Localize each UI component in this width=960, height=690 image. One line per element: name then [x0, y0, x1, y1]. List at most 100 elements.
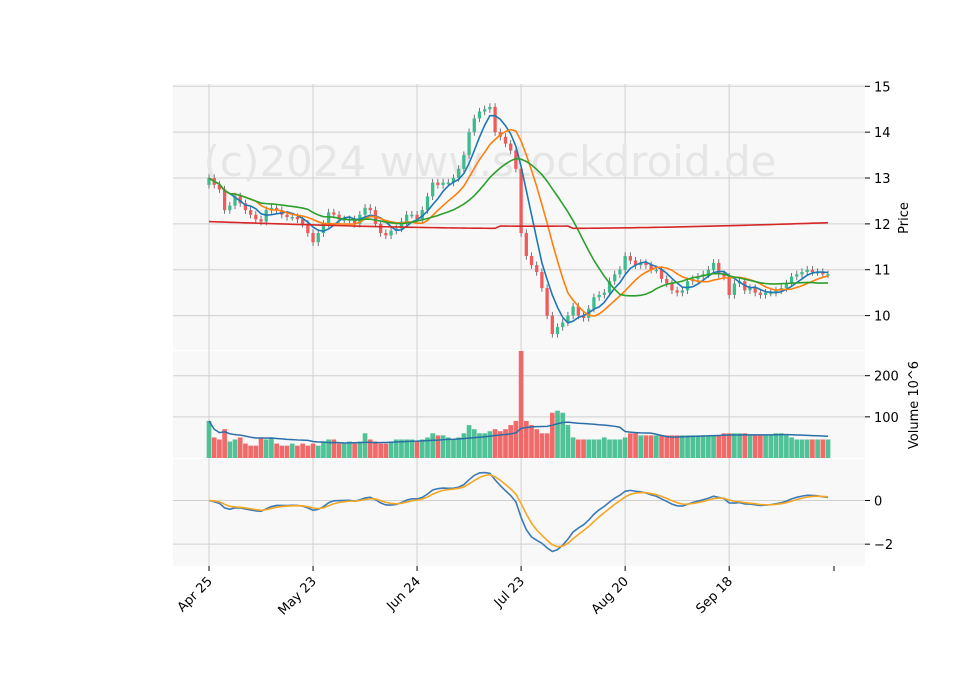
- candle-body: [805, 269, 809, 273]
- volume-bar: [487, 431, 493, 458]
- candle-body: [800, 272, 804, 275]
- price-tick-label: 13: [874, 172, 891, 187]
- candle-body: [477, 111, 482, 119]
- candle-body: [405, 214, 409, 222]
- candle-body: [306, 223, 310, 234]
- candle-body: [566, 315, 570, 323]
- volume-bar: [575, 439, 581, 458]
- volume-bar: [607, 439, 612, 458]
- volume-bar: [284, 445, 290, 458]
- candle-body: [535, 265, 539, 273]
- candle-body: [618, 269, 622, 275]
- volume-bar: [742, 433, 748, 458]
- candlesticks: [207, 103, 830, 338]
- macd-lines: [208, 471, 829, 553]
- volume-bar: [763, 435, 768, 458]
- candle-body: [680, 290, 684, 293]
- volume-bar: [758, 435, 763, 458]
- candle-body: [821, 272, 825, 275]
- volume-bar: [451, 439, 456, 458]
- candle-body: [524, 233, 528, 256]
- candle-body: [316, 233, 320, 243]
- volume-bar: [445, 437, 451, 458]
- price-tick-label: 11: [874, 264, 891, 279]
- candle-body: [758, 292, 763, 295]
- volume-bar: [778, 433, 784, 458]
- candle-body: [332, 212, 336, 215]
- volume-bar: [674, 435, 680, 458]
- volume-bar: [336, 443, 342, 458]
- volume-bar: [596, 439, 602, 458]
- candle-body: [711, 262, 716, 270]
- candle-body: [628, 255, 632, 261]
- volume-bar: [409, 439, 415, 458]
- price-tick-label: 12: [874, 218, 891, 233]
- candle-body: [722, 274, 726, 277]
- volume-bar: [352, 443, 357, 458]
- candle-body: [727, 276, 731, 295]
- volume-bar: [633, 433, 638, 458]
- volume-ma-line: [208, 420, 829, 444]
- candle-body: [581, 315, 586, 318]
- volume-bar: [700, 435, 706, 458]
- volume-bar: [347, 441, 352, 458]
- candle-body: [670, 283, 674, 291]
- volume-bar: [794, 439, 800, 458]
- volume-bar: [825, 439, 831, 458]
- candle-body: [665, 278, 669, 284]
- x-tick-label: Apr 25: [175, 574, 216, 615]
- candle-body: [639, 262, 643, 266]
- volume-bar: [425, 437, 430, 458]
- candle-body: [571, 306, 575, 316]
- candle-body: [410, 214, 414, 217]
- volume-bar: [654, 435, 659, 458]
- candle-body: [649, 265, 653, 270]
- candle-body: [555, 327, 560, 334]
- candle-body: [415, 214, 419, 220]
- volume-bar: [388, 441, 394, 458]
- volume-bar: [258, 437, 264, 458]
- volume-bar: [310, 443, 316, 458]
- volume-bar: [393, 439, 399, 458]
- volume-bar: [357, 441, 363, 458]
- volume-bar: [227, 441, 233, 458]
- candle-body: [607, 281, 612, 293]
- signal-line: [208, 473, 829, 548]
- candle-body: [753, 288, 757, 293]
- volume-bar: [815, 439, 820, 458]
- volume-bar: [534, 429, 540, 458]
- candle-body: [509, 143, 513, 151]
- candle-body: [228, 205, 232, 211]
- volume-bar: [685, 435, 690, 458]
- candle-body: [431, 182, 435, 197]
- volume-bar: [477, 433, 482, 458]
- volume-bar: [300, 443, 305, 458]
- volume-bar: [591, 439, 597, 458]
- candle-body: [238, 196, 242, 204]
- volume-bar: [243, 443, 248, 458]
- candle-body: [769, 292, 773, 295]
- volume-bar: [362, 433, 368, 458]
- candle-body: [789, 276, 794, 284]
- volume-bar: [544, 433, 550, 458]
- volume-bar: [414, 441, 420, 458]
- candle-body: [795, 274, 799, 277]
- candle-body: [706, 269, 710, 275]
- volume-bar: [217, 439, 222, 458]
- volume-bar: [570, 437, 576, 458]
- candle-body: [436, 182, 440, 185]
- volume-bar: [529, 425, 534, 458]
- volume-bar: [601, 437, 607, 458]
- volume-bar: [539, 433, 545, 458]
- candle-body: [248, 210, 253, 215]
- volume-axis-label: Volume 10^6: [907, 361, 922, 449]
- candle-body: [519, 168, 523, 234]
- candle-body: [207, 178, 211, 185]
- volume-bar: [752, 435, 758, 458]
- candle-body: [659, 269, 664, 279]
- candle-body: [217, 184, 222, 190]
- candle-body: [467, 132, 471, 156]
- x-tick-label: Aug 20: [589, 574, 632, 617]
- volume-bar: [222, 429, 227, 458]
- candle-body: [337, 214, 341, 220]
